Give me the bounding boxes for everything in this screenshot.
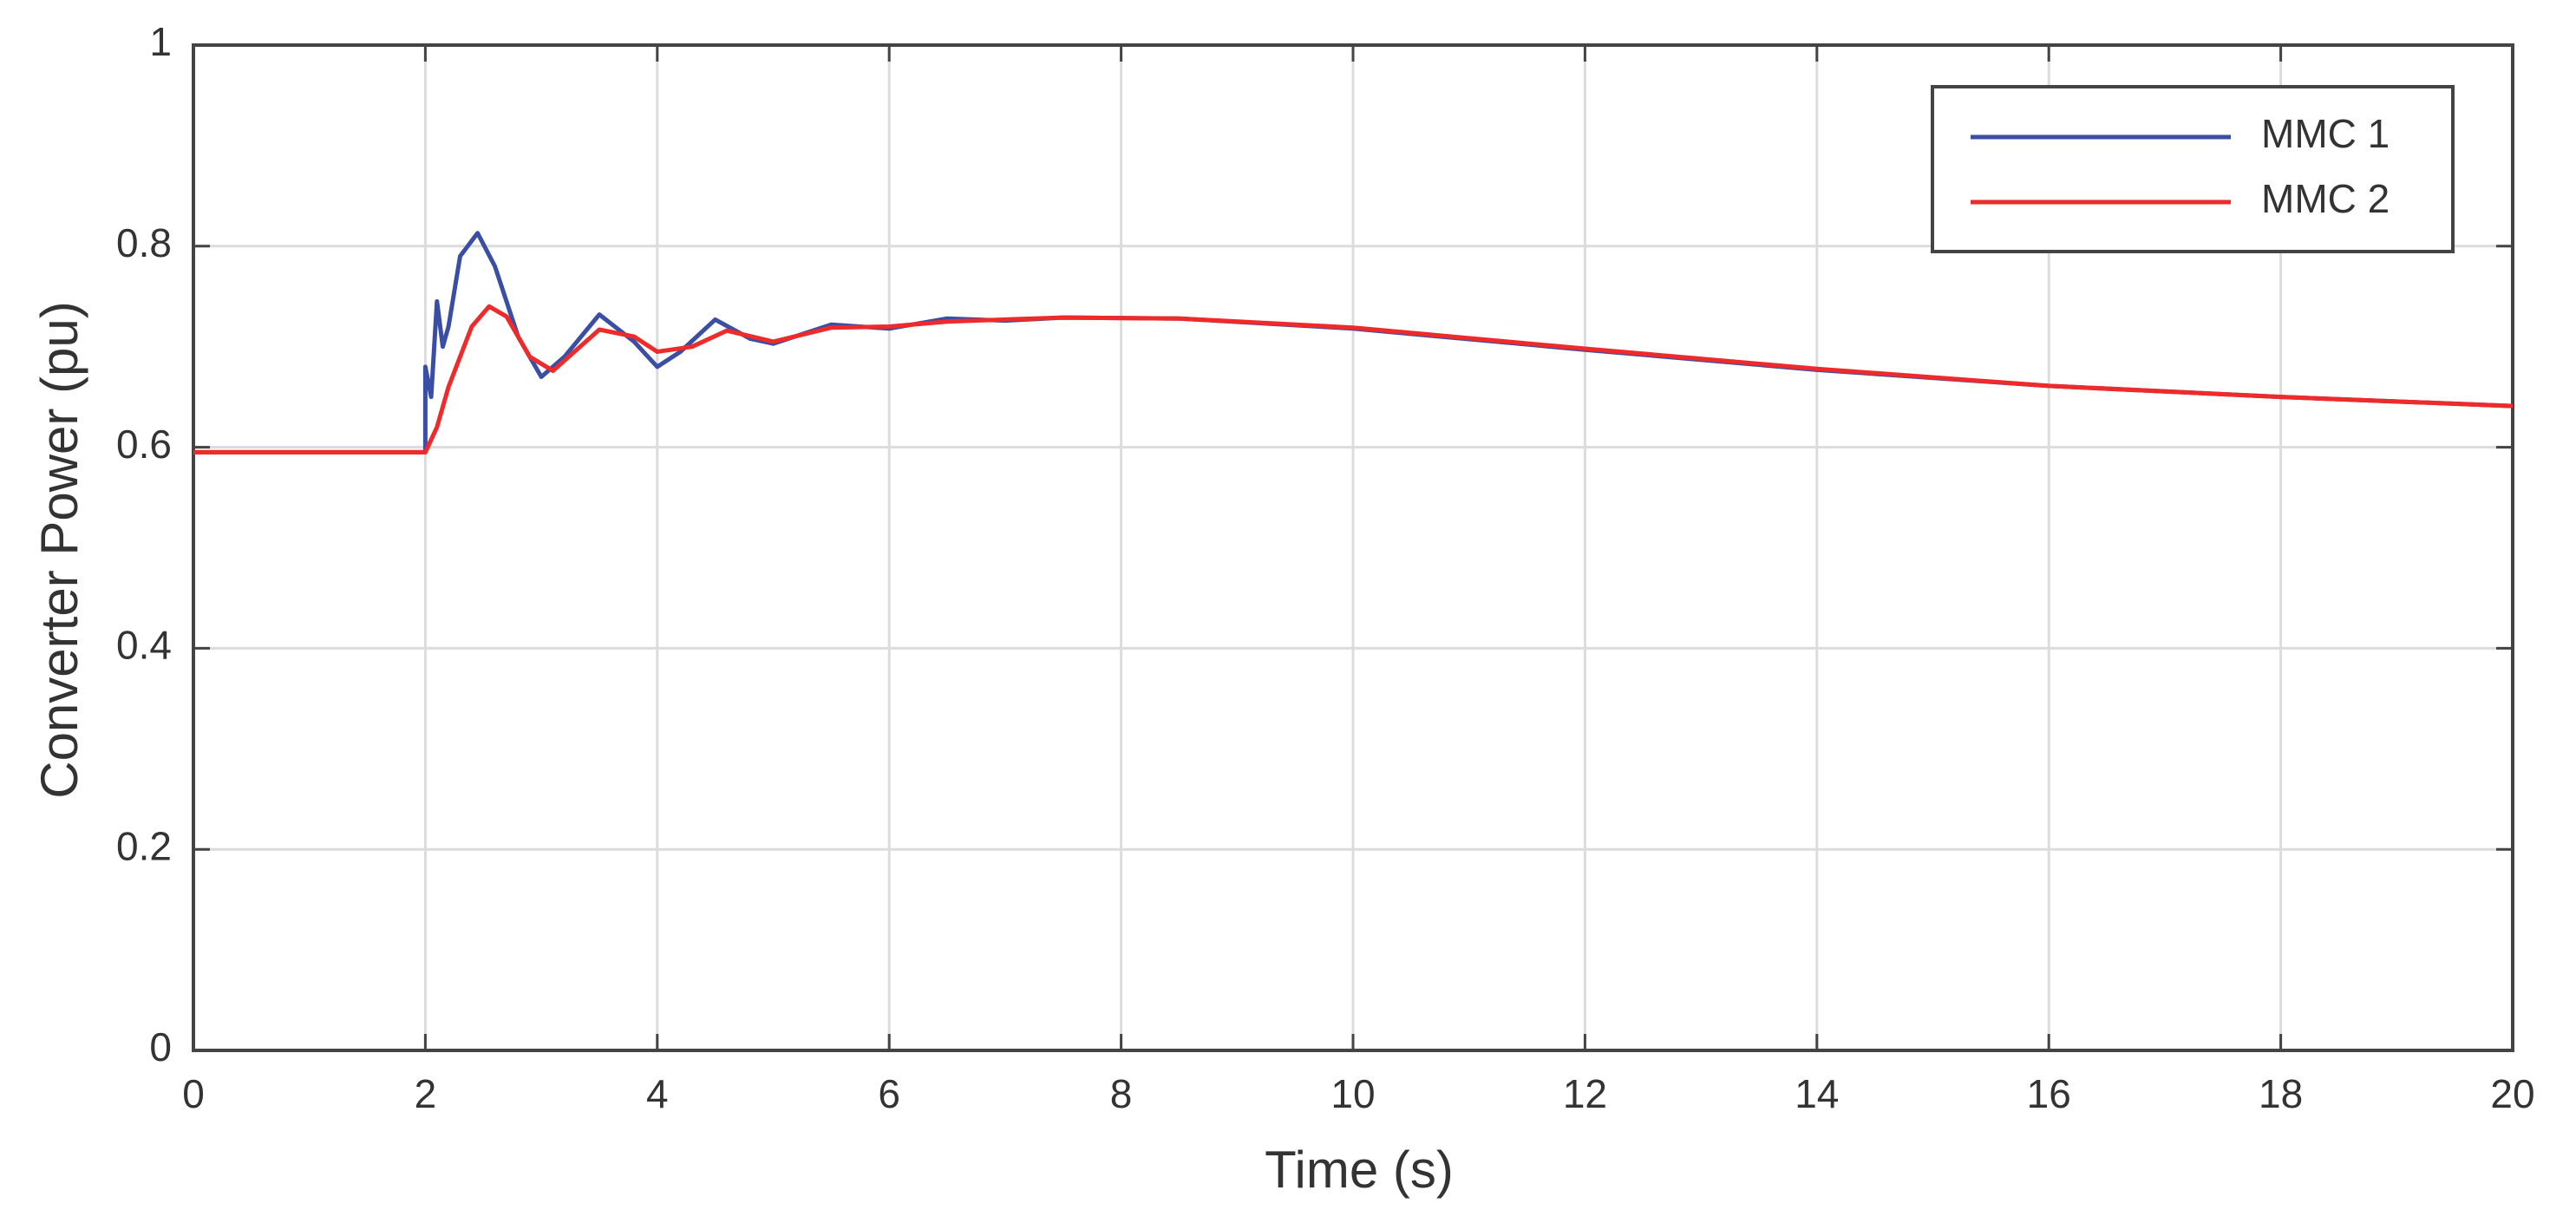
- y-tick-label: 0: [149, 1024, 172, 1069]
- x-tick-label: 8: [1110, 1071, 1133, 1116]
- x-tick-label: 20: [2490, 1071, 2534, 1116]
- legend-label: MMC 2: [2261, 176, 2390, 221]
- x-tick-label: 0: [182, 1071, 205, 1116]
- y-tick-label: 0.4: [116, 623, 172, 668]
- x-tick-label: 4: [646, 1071, 669, 1116]
- y-tick-label: 0.2: [116, 823, 172, 868]
- y-tick-label: 1: [149, 19, 172, 64]
- y-tick-label: 0.6: [116, 422, 172, 467]
- x-axis-label: Time (s): [1265, 1141, 1454, 1199]
- x-tick-label: 10: [1330, 1071, 1375, 1116]
- y-axis-label: Converter Power (pu): [30, 301, 88, 799]
- x-tick-label: 16: [2027, 1071, 2071, 1116]
- y-tick-label: 0.8: [116, 220, 172, 265]
- x-tick-label: 12: [1563, 1071, 1607, 1116]
- legend-label: MMC 1: [2261, 111, 2390, 156]
- x-tick-label: 2: [415, 1071, 437, 1116]
- x-tick-label: 14: [1795, 1071, 1839, 1116]
- plot-frame: [192, 43, 2514, 1052]
- x-tick-label: 18: [2259, 1071, 2303, 1116]
- legend-box: [1931, 85, 2455, 253]
- x-tick-label: 6: [878, 1071, 900, 1116]
- series-line: [193, 304, 2514, 455]
